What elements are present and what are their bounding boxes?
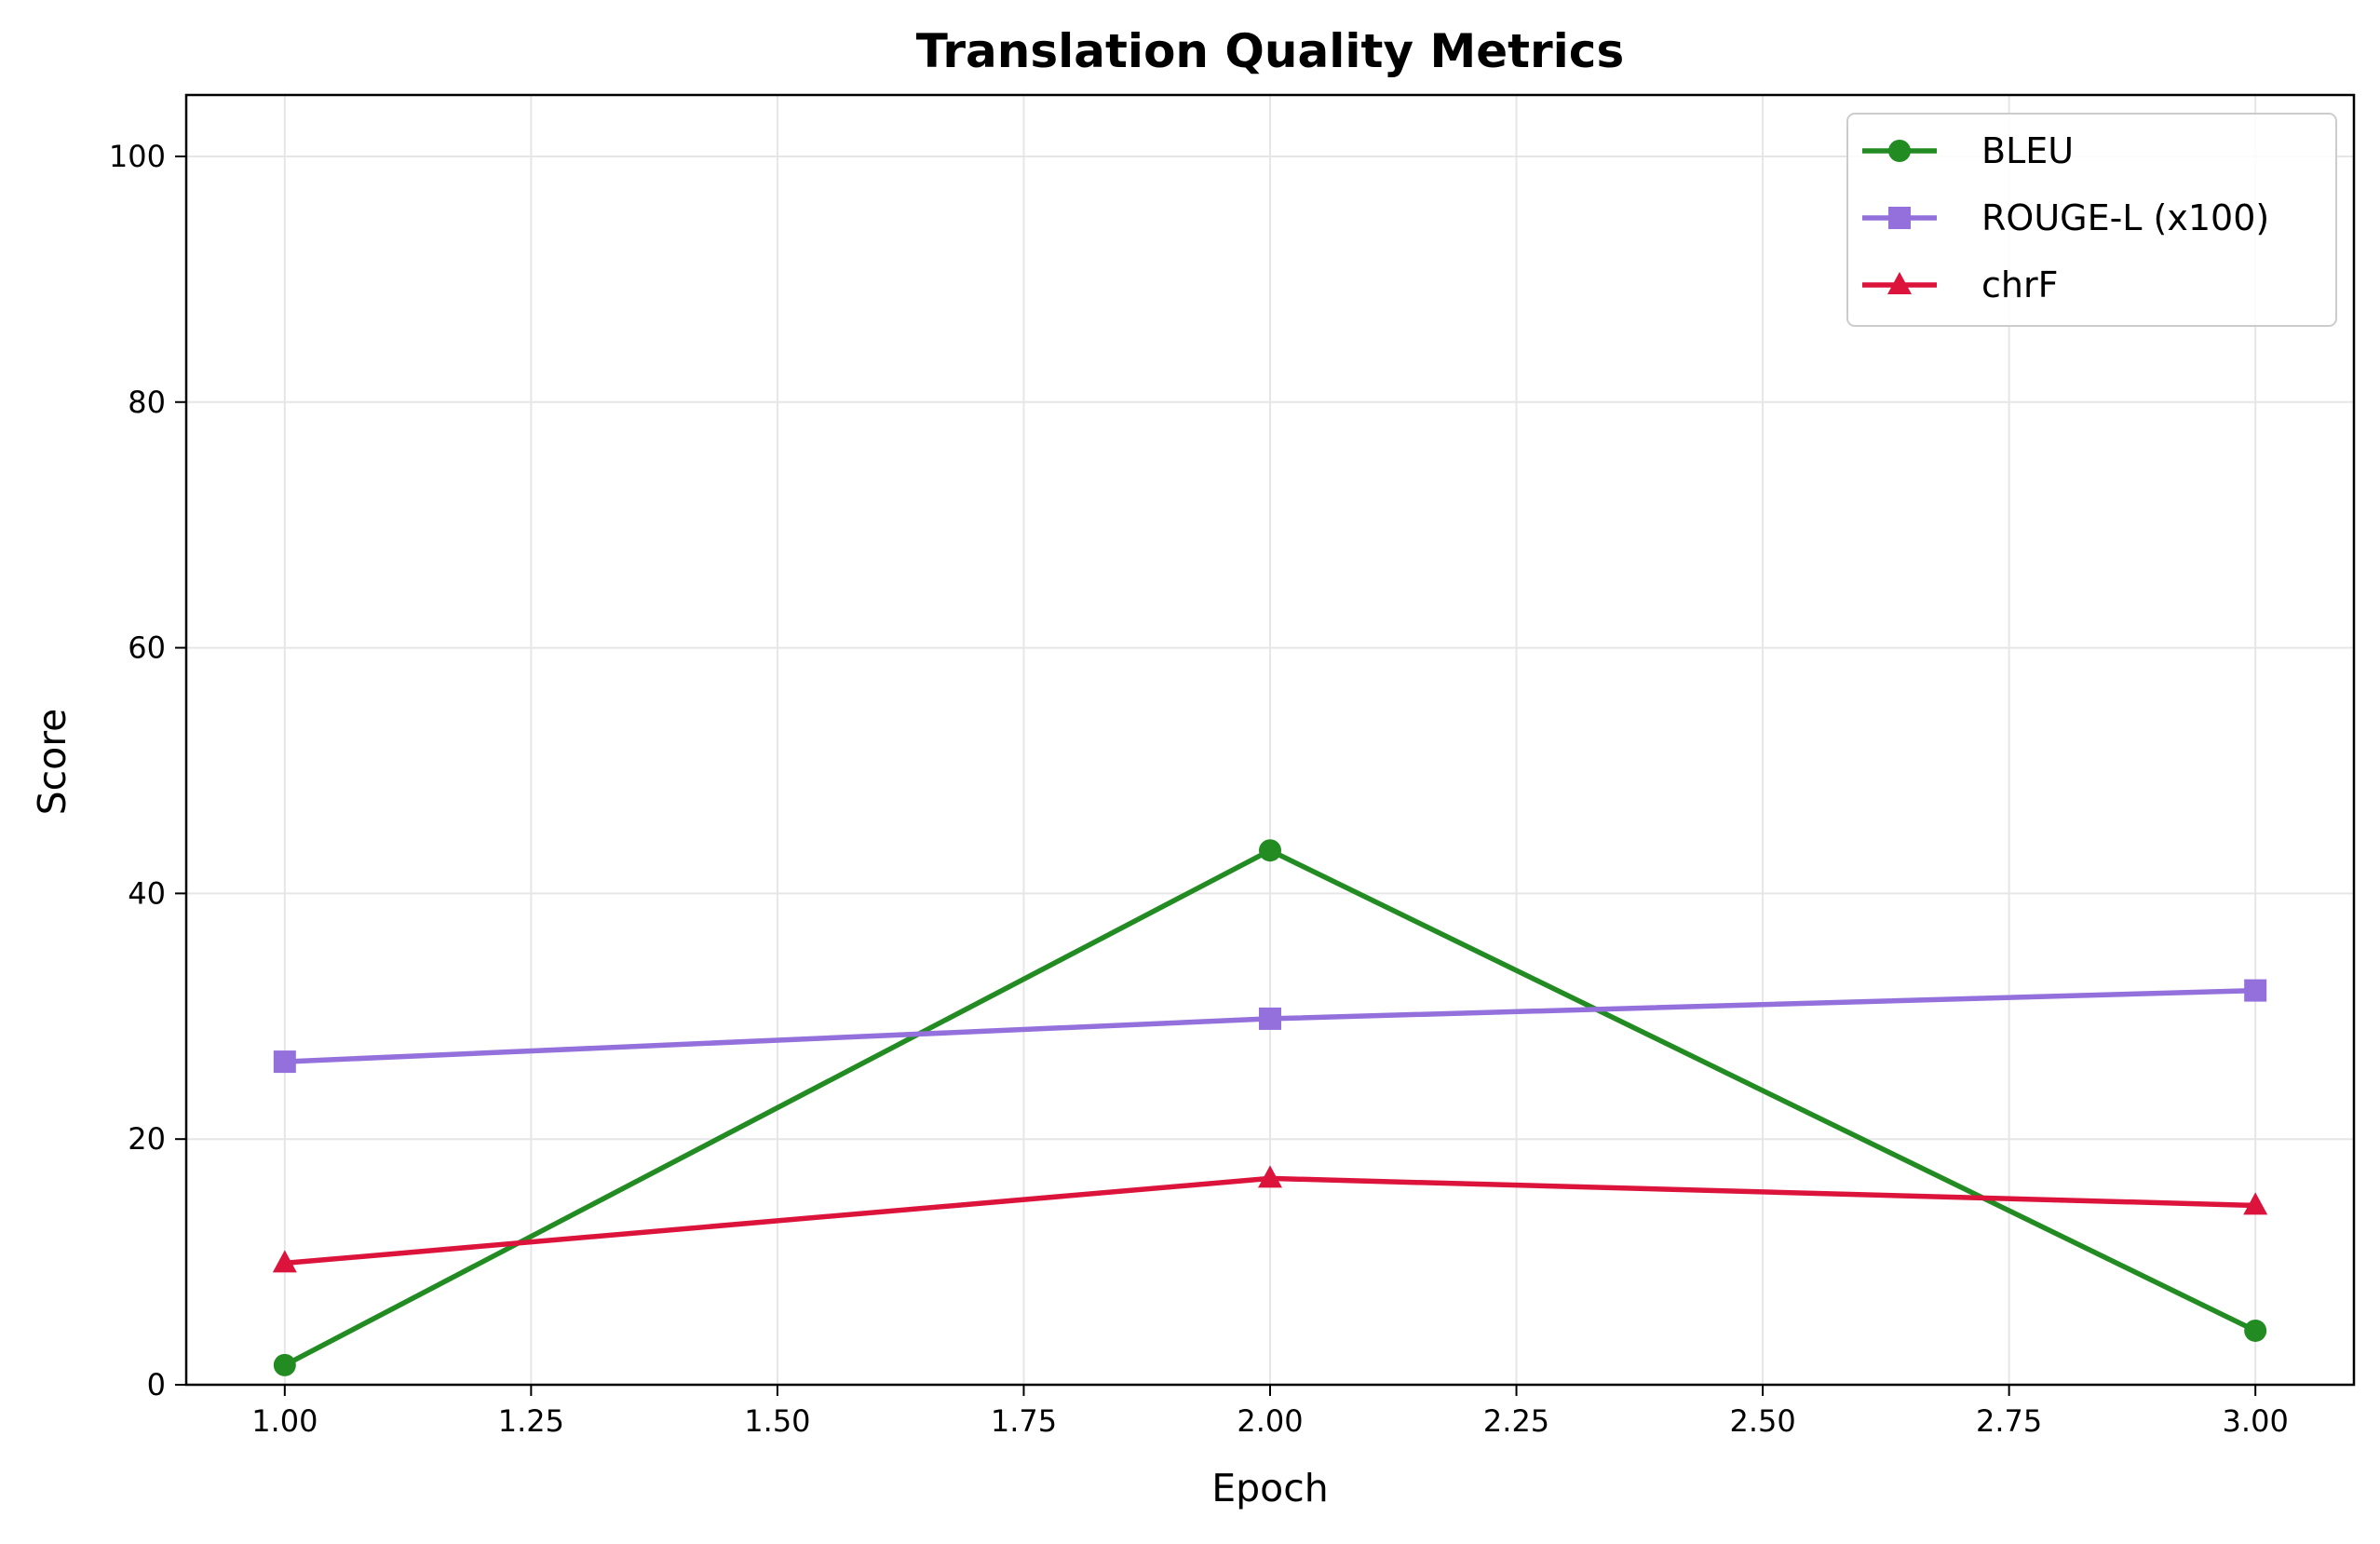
legend-label: chrF (1981, 264, 2058, 305)
legend-swatch-marker (1888, 207, 1911, 229)
data-point-rouge-l-x100 (273, 1050, 296, 1074)
series-rouge-l-x100 (273, 979, 2267, 1074)
legend-label: BLEU (1981, 130, 2074, 171)
y-tick-label: 80 (128, 385, 166, 420)
legend-swatch-marker (1887, 272, 1912, 294)
data-point-chrf (272, 1250, 297, 1273)
x-tick-label: 2.75 (1976, 1403, 2042, 1439)
x-tick-label: 1.00 (251, 1403, 318, 1439)
y-tick-label: 100 (109, 139, 166, 174)
chart-title: Translation Quality Metrics (916, 24, 1624, 78)
data-point-bleu (2244, 1319, 2267, 1342)
data-point-rouge-l-x100 (2244, 979, 2267, 1002)
series-chrf (272, 1165, 2268, 1273)
legend-swatch-marker (1888, 140, 1911, 162)
x-tick-label: 2.00 (1237, 1403, 1303, 1439)
y-tick-label: 40 (128, 875, 166, 911)
y-axis-title: Score (30, 709, 74, 816)
legend: BLEU ROUGE-L (x100) chrF (1846, 113, 2337, 327)
ticks: 1.00 1.25 1.50 1.75 2.00 2.25 2.50 2.75 3.00 0 20 4… (109, 139, 2289, 1439)
x-tick-label: 2.25 (1483, 1403, 1549, 1439)
y-tick-label: 20 (128, 1121, 166, 1157)
legend-box (1846, 113, 2337, 327)
y-tick-label: 60 (128, 630, 166, 666)
data-point-bleu (1259, 839, 1281, 862)
legend-item-bleu: BLEU (1862, 130, 2074, 171)
data-point-chrf (1258, 1165, 1282, 1188)
x-tick-label: 1.50 (744, 1403, 810, 1439)
data-point-chrf (2243, 1192, 2268, 1215)
series-layer (272, 839, 2268, 1376)
x-axis-title: Epoch (1211, 1466, 1329, 1510)
x-tick-label: 2.50 (1729, 1403, 1795, 1439)
x-tick-label: 1.75 (991, 1403, 1057, 1439)
legend-item-rouge-l-x100: ROUGE-L (x100) (1862, 197, 2269, 238)
x-tick-label: 1.25 (498, 1403, 564, 1439)
data-point-bleu (273, 1353, 296, 1376)
y-tick-label: 0 (147, 1367, 166, 1402)
legend-label: ROUGE-L (x100) (1981, 197, 2269, 238)
legend-item-chrf: chrF (1862, 264, 2058, 305)
series-bleu (273, 839, 2267, 1376)
data-point-rouge-l-x100 (1259, 1007, 1281, 1030)
x-tick-label: 3.00 (2223, 1403, 2289, 1439)
